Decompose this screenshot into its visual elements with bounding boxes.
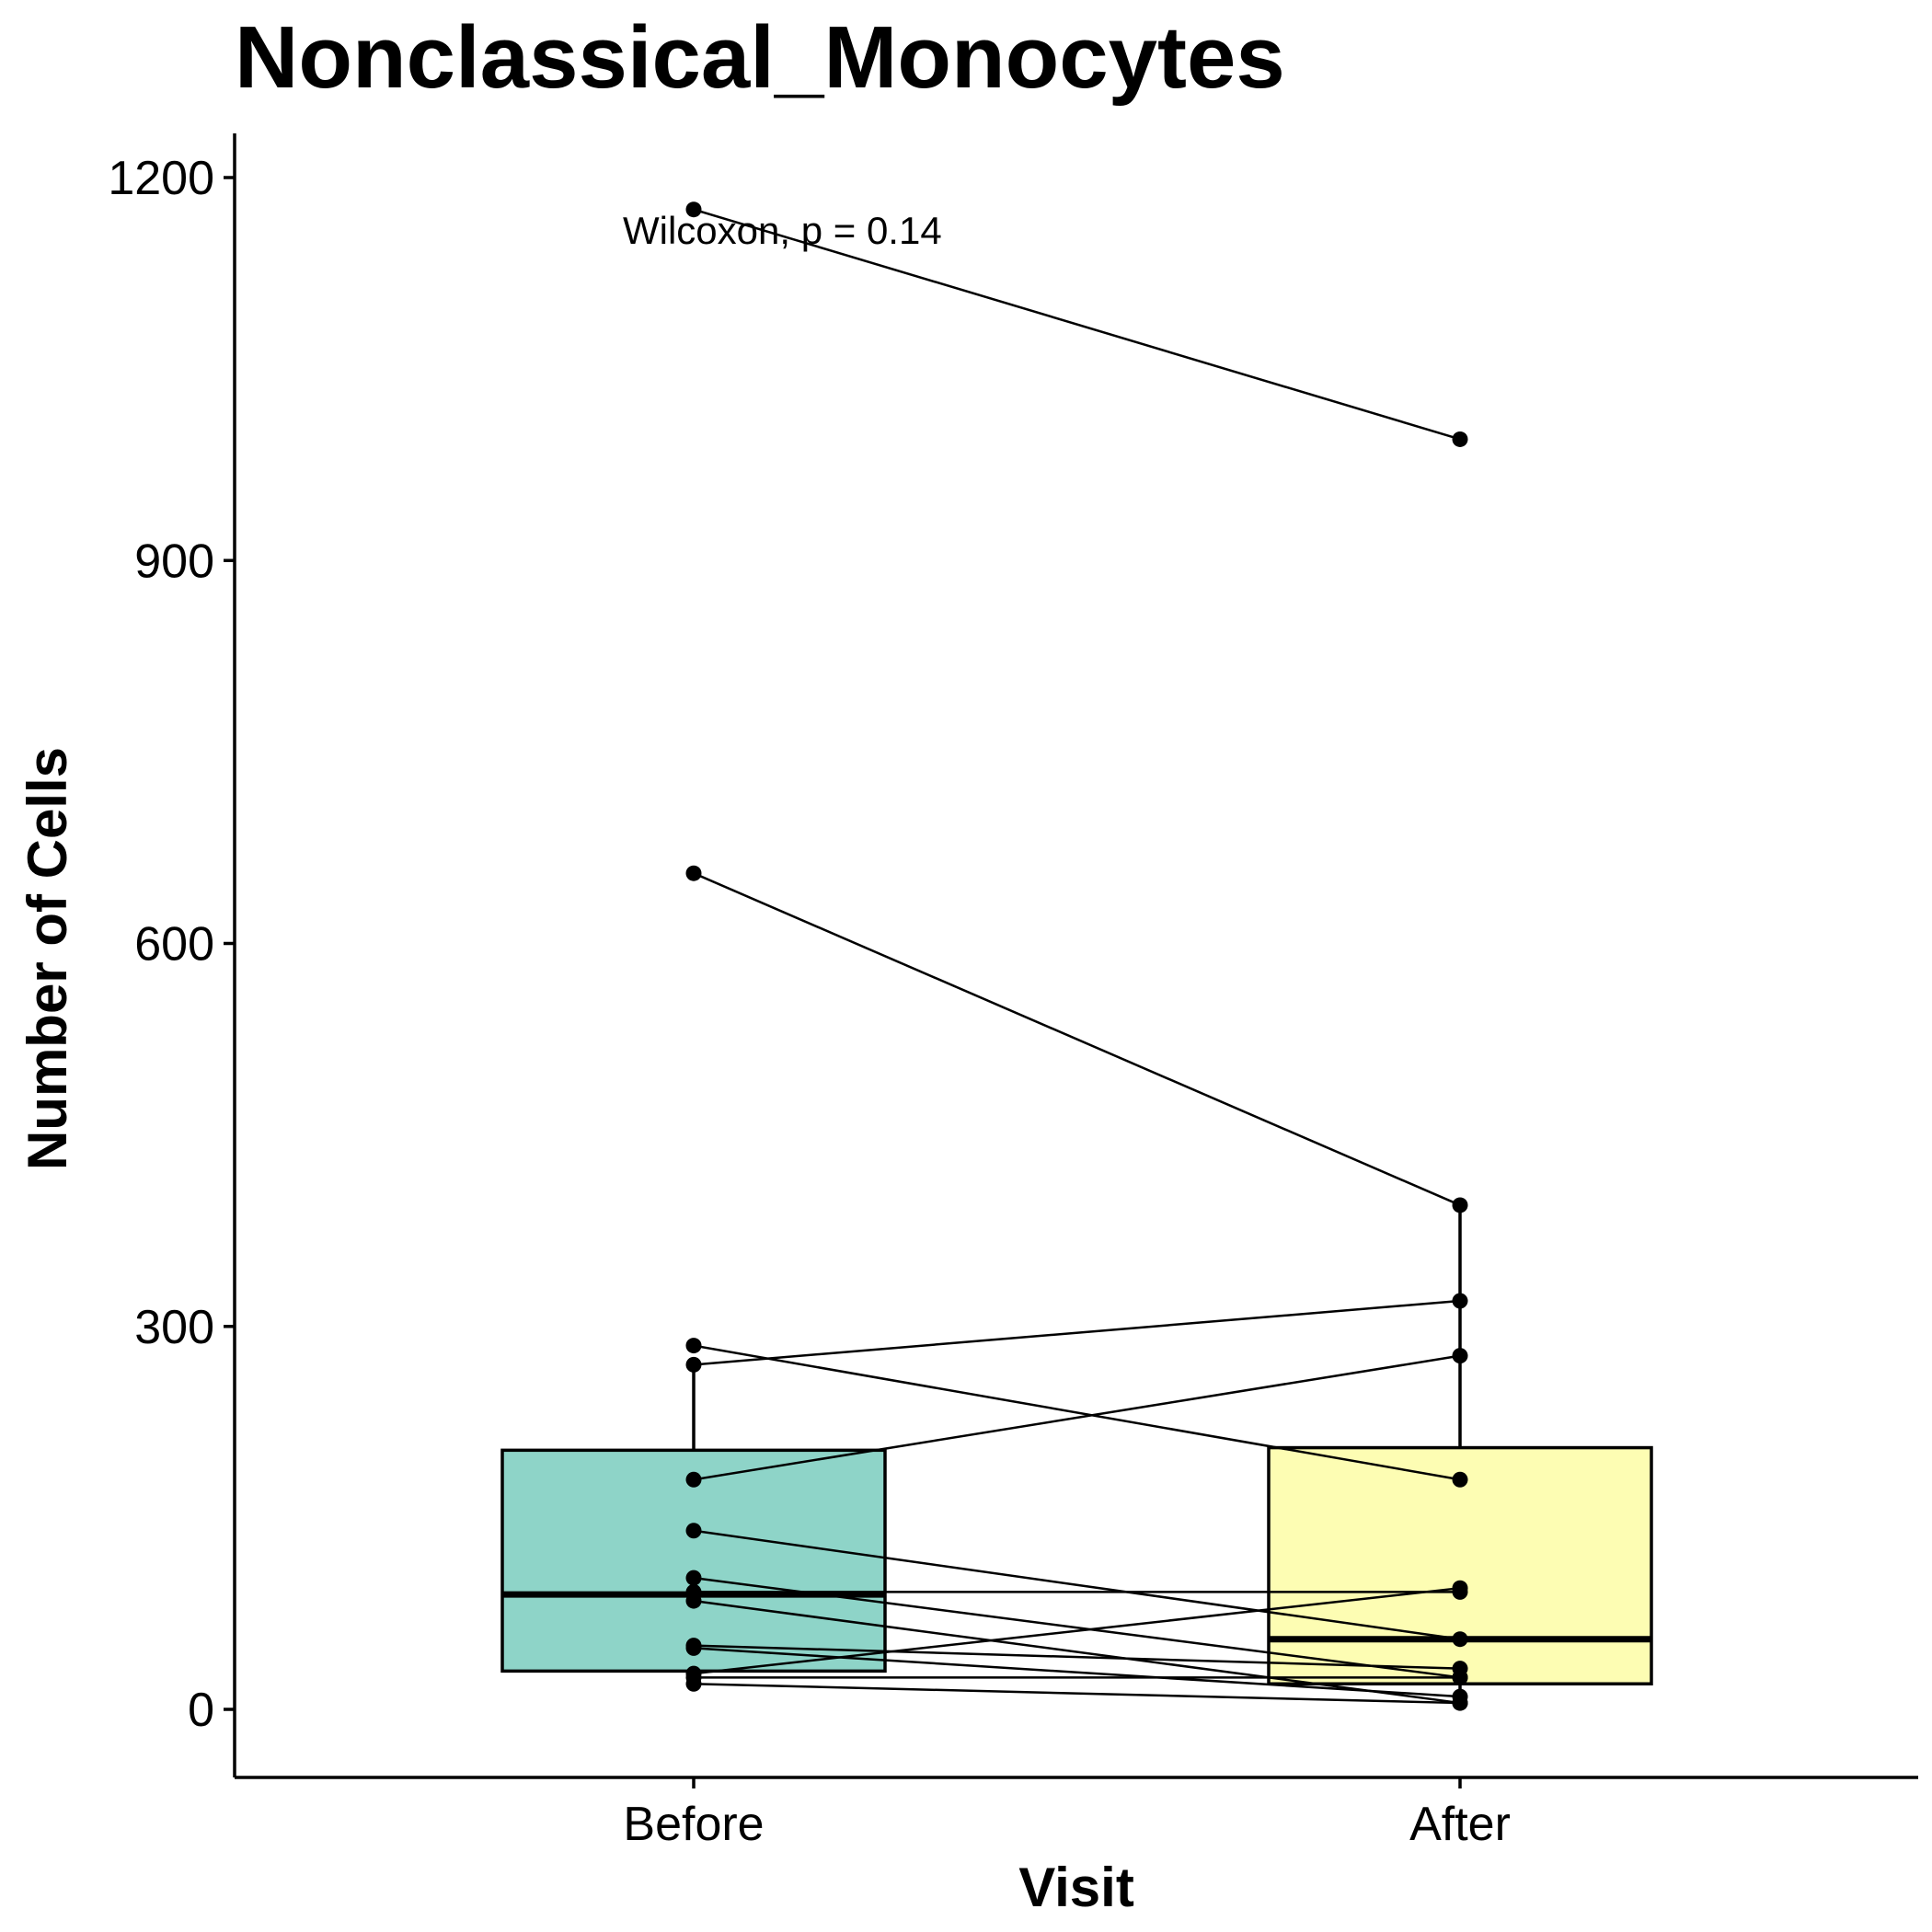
y-tick-label-0: 0 <box>188 1684 214 1737</box>
x-tick-label-after: After <box>1409 1798 1511 1851</box>
pair-line-6 <box>693 1529 1461 1640</box>
point-before-3 <box>685 1338 702 1354</box>
y-axis-title: Number of Cells <box>17 747 78 1170</box>
point-after-12 <box>1452 1580 1468 1596</box>
pair-line-11 <box>693 1647 1461 1698</box>
y-tick-label-600: 600 <box>134 918 214 972</box>
pair-line-5 <box>693 1354 1461 1481</box>
point-before-5 <box>685 1471 702 1488</box>
pair-line-10 <box>693 1644 1461 1670</box>
pair-line-1 <box>693 208 1461 441</box>
point-before-7 <box>685 1570 702 1586</box>
pair-line-9 <box>693 1599 1461 1705</box>
point-before-11 <box>685 1639 702 1656</box>
point-after-14 <box>1452 1695 1468 1711</box>
point-after-13 <box>1452 1669 1468 1685</box>
point-before-6 <box>685 1523 702 1539</box>
point-before-9 <box>685 1593 702 1609</box>
y-tick-label-300: 300 <box>134 1301 214 1354</box>
point-before-14 <box>685 1675 702 1692</box>
point-after-1 <box>1452 431 1468 447</box>
y-tick-label-900: 900 <box>134 535 214 588</box>
point-before-2 <box>685 865 702 881</box>
points-layer <box>685 201 1468 1711</box>
pair-line-14 <box>693 1683 1461 1705</box>
y-tick-label-1200: 1200 <box>108 152 214 205</box>
pair-line-7 <box>693 1576 1461 1679</box>
axes-layer: 0 300 600 900 1200 Before After <box>108 133 1918 1851</box>
point-after-3 <box>1452 1471 1468 1488</box>
wilcoxon-annotation: Wilcoxon, p = 0.14 <box>623 209 942 252</box>
point-after-4 <box>1452 1293 1468 1309</box>
pair-line-12 <box>693 1586 1461 1675</box>
point-after-5 <box>1452 1348 1468 1364</box>
x-axis-title: Visit <box>1018 1857 1134 1918</box>
point-after-6 <box>1452 1631 1468 1648</box>
pair-line-2 <box>693 872 1461 1207</box>
paired-lines-layer <box>693 208 1461 1705</box>
point-before-4 <box>685 1356 702 1373</box>
chart-title: Nonclassical_Monocytes <box>235 8 1285 107</box>
point-before-1 <box>685 201 702 218</box>
pair-line-3 <box>693 1344 1461 1481</box>
point-after-2 <box>1452 1197 1468 1213</box>
x-tick-label-before: Before <box>623 1798 764 1851</box>
pair-line-4 <box>693 1299 1461 1366</box>
